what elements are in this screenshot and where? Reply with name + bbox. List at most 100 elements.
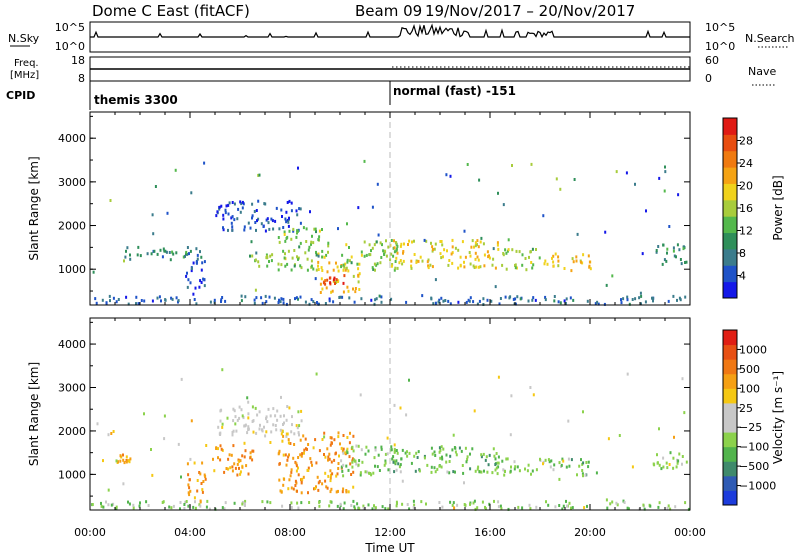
power-cell: [184, 254, 186, 258]
nave-label: Nave: [748, 65, 776, 78]
power-cell: [454, 246, 457, 250]
power-cell: [658, 176, 661, 180]
velocity-cell: [341, 469, 344, 473]
power-cell: [395, 241, 398, 245]
power-colorbar-title: Power [dB]: [771, 175, 785, 240]
power-cell: [469, 296, 472, 300]
power-cell: [296, 255, 298, 259]
power-cell: [335, 261, 337, 265]
velocity-cell: [657, 505, 660, 509]
power-cell: [376, 182, 379, 186]
velocity-cell: [269, 414, 272, 418]
power-cell: [676, 243, 679, 247]
power-cell: [282, 297, 285, 301]
velocity-cell: [368, 471, 370, 475]
power-cell: [192, 261, 195, 265]
velocity-cell: [285, 418, 288, 422]
power-cell: [477, 245, 480, 249]
velocity-cell: [245, 464, 248, 468]
velocity-cell: [330, 487, 333, 491]
power-cell: [509, 295, 512, 299]
power-cell: [203, 260, 206, 264]
power-cell: [315, 250, 317, 254]
power-cell: [201, 261, 204, 265]
velocity-cell: [558, 477, 561, 481]
power-cell: [326, 278, 329, 282]
power-cell: [124, 255, 127, 259]
velocity-cell: [339, 442, 341, 446]
power-cell: [569, 296, 572, 300]
power-cell: [662, 243, 665, 247]
power-cell: [474, 244, 477, 248]
power-cell: [344, 268, 347, 272]
power-cell: [486, 298, 489, 302]
power-cell: [299, 221, 302, 225]
velocity-cell: [567, 419, 570, 423]
velocity-cell: [374, 464, 376, 468]
velocity-cell: [313, 487, 315, 491]
velocity-cell: [348, 441, 351, 445]
power-cell: [390, 264, 393, 268]
velocity-cell: [676, 458, 678, 462]
velocity-cell: [143, 412, 145, 416]
velocity-cell: [513, 467, 516, 471]
power-cell: [160, 299, 162, 303]
velocity-cell: [439, 449, 442, 452]
power-cell: [457, 300, 460, 304]
velocity-cell: [227, 457, 230, 461]
velocity-cell: [302, 475, 305, 479]
power-cell: [465, 300, 468, 304]
velocity-cell: [282, 453, 285, 457]
power-cell: [371, 266, 374, 270]
velocity-cell: [179, 507, 181, 511]
velocity-colorbar-swatch: [723, 344, 737, 360]
power-cell: [661, 262, 664, 266]
velocity-cell: [255, 431, 258, 435]
velocity-cell: [251, 458, 254, 462]
velocity-cell: [438, 501, 441, 504]
velocity-cell: [295, 481, 298, 485]
velocity-cell: [247, 425, 250, 429]
power-cell: [530, 261, 533, 264]
velocity-cell: [480, 470, 483, 474]
velocity-cell: [448, 460, 451, 463]
velocity-cell: [611, 500, 614, 504]
velocity-cell: [568, 464, 571, 468]
velocity-cell: [247, 472, 250, 476]
power-cell: [125, 249, 127, 253]
power-cell: [260, 222, 263, 226]
power-cell: [572, 260, 575, 264]
velocity-cell: [393, 447, 396, 451]
power-cell: [521, 263, 524, 267]
velocity-cell: [187, 473, 190, 477]
power-cell: [463, 265, 466, 269]
power-cell: [379, 241, 382, 245]
velocity-cell: [439, 456, 442, 460]
power-cell: [257, 260, 260, 264]
power-cell: [153, 249, 156, 253]
power-colorbar-label: 16: [739, 202, 753, 215]
velocity-cell: [376, 465, 379, 469]
power-cell: [231, 201, 234, 204]
velocity-cell: [420, 500, 423, 504]
power-cell: [310, 264, 313, 268]
power-cell: [328, 299, 331, 303]
velocity-cell: [301, 477, 304, 481]
velocity-cell: [337, 462, 340, 465]
velocity-cell: [380, 445, 383, 449]
velocity-cell: [445, 460, 448, 464]
velocity-cell: [408, 507, 411, 511]
power-cell: [444, 299, 447, 302]
power-cell: [299, 295, 302, 299]
power-cell: [518, 250, 521, 254]
velocity-cell: [472, 501, 475, 505]
power-cell: [390, 252, 393, 256]
velocity-colorbar-title: Velocity [m s⁻¹]: [771, 371, 785, 464]
velocity-cell: [438, 464, 441, 468]
power-cell: [347, 269, 350, 273]
velocity-cell: [123, 461, 126, 465]
velocity-cell: [687, 507, 690, 511]
power-cell: [449, 174, 452, 178]
velocity-cell: [199, 499, 202, 503]
